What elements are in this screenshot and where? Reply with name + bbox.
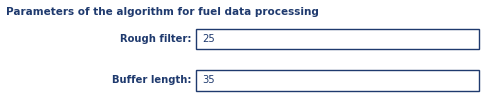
- Text: Buffer length:: Buffer length:: [112, 75, 191, 85]
- FancyBboxPatch shape: [196, 70, 479, 91]
- Text: 35: 35: [202, 75, 214, 85]
- Text: Parameters of the algorithm for fuel data processing: Parameters of the algorithm for fuel dat…: [6, 7, 318, 17]
- FancyBboxPatch shape: [196, 29, 479, 49]
- Text: Rough filter:: Rough filter:: [120, 34, 191, 44]
- Text: 25: 25: [202, 34, 214, 44]
